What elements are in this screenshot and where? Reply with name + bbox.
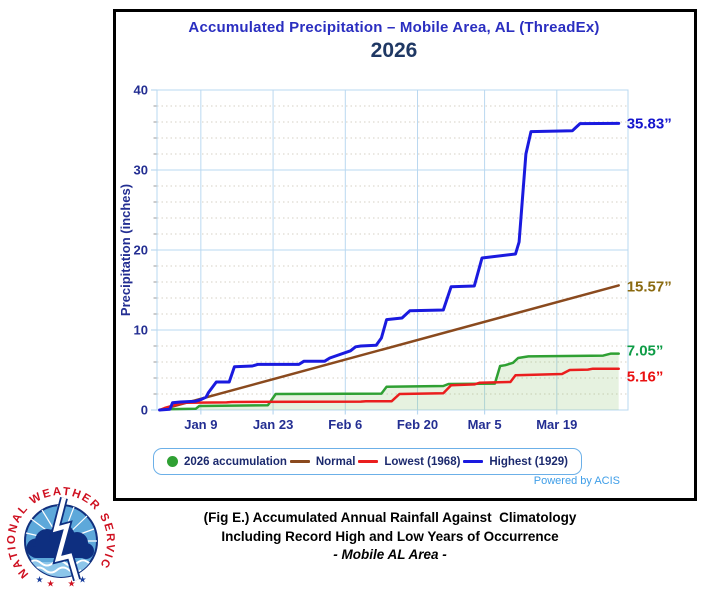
x-tick-label: Jan 9: [184, 417, 217, 432]
nws-stars: ★★★★: [35, 575, 86, 589]
series-end-label: 7.05”: [627, 343, 664, 360]
x-major-grid: Jan 9 Jan 23 Feb 6 Feb 20 Mar 5 Mar 19: [184, 90, 577, 432]
series-line-2026-accumulation: [158, 352, 620, 412]
y-tick-label: 40: [134, 83, 148, 98]
figure-caption: (Fig E.) Accumulated Annual Rainfall Aga…: [115, 509, 665, 565]
series-end-label: 35.83”: [627, 115, 672, 132]
y-tick-label: 10: [134, 323, 148, 338]
x-tick-label: Mar 19: [536, 417, 577, 432]
legend-item-normal: Normal: [289, 455, 356, 468]
y-tick-label: 20: [134, 243, 148, 258]
plot-border: [156, 89, 629, 411]
nws-star-icon: ★: [78, 575, 86, 585]
chart-year: 2026: [370, 39, 418, 62]
caption-line-3: - Mobile AL Area -: [333, 547, 447, 562]
x-tick-label: Jan 23: [253, 417, 293, 432]
legend-marker-icon: [289, 460, 310, 463]
chart-figure: Accumulated Precipitation – Mobile Area,…: [113, 9, 697, 501]
nws-star-icon: ★: [35, 575, 43, 585]
series-end-label: 5.16”: [627, 369, 664, 386]
x-tick-label: Feb 6: [328, 417, 362, 432]
nws-star-icon: ★: [46, 579, 54, 589]
chart-legend: 2026 accumulation Normal Lowest (1968) High…: [153, 448, 582, 475]
legend-item-lowest-1968-: Lowest (1968): [358, 456, 460, 468]
powered-by-acis: Powered by ACIS: [533, 475, 620, 487]
legend-marker-icon: [463, 460, 484, 463]
x-tick-label: Mar 5: [468, 417, 502, 432]
legend-item-2026-accumulation: 2026 accumulation: [167, 456, 287, 468]
series-end-label: 15.57”: [627, 278, 672, 295]
caption-line-2: Including Record High and Low Years of O…: [221, 528, 559, 544]
legend-marker-icon: [167, 456, 178, 467]
y-tick-label: 30: [134, 163, 148, 178]
series-line-highest-1929-: [158, 121, 621, 412]
caption-line-1: (Fig E.) Accumulated Annual Rainfall Aga…: [203, 510, 577, 525]
legend-item-highest-1929-: Highest (1929): [463, 456, 568, 468]
chart-title: Accumulated Precipitation – Mobile Area,…: [188, 19, 600, 36]
y-axis-title: Precipitation (inches): [118, 184, 133, 316]
legend-label: Lowest (1968): [384, 455, 461, 468]
series-line-normal: [158, 284, 620, 412]
x-tick-label: Feb 20: [397, 417, 438, 432]
nws-star-icon: ★: [67, 579, 75, 589]
legend-label: 2026 accumulation: [184, 455, 287, 468]
y-tick-label: 0: [141, 403, 148, 418]
legend-label: Highest (1929): [489, 455, 568, 468]
legend-marker-icon: [358, 460, 379, 463]
nws-logo: NATIONAL WEATHER SERVICE ★★★★: [3, 484, 117, 597]
nws-lightning-icon: [50, 497, 81, 582]
series-area-fill: [159, 353, 619, 410]
legend-label: Normal: [315, 455, 356, 468]
